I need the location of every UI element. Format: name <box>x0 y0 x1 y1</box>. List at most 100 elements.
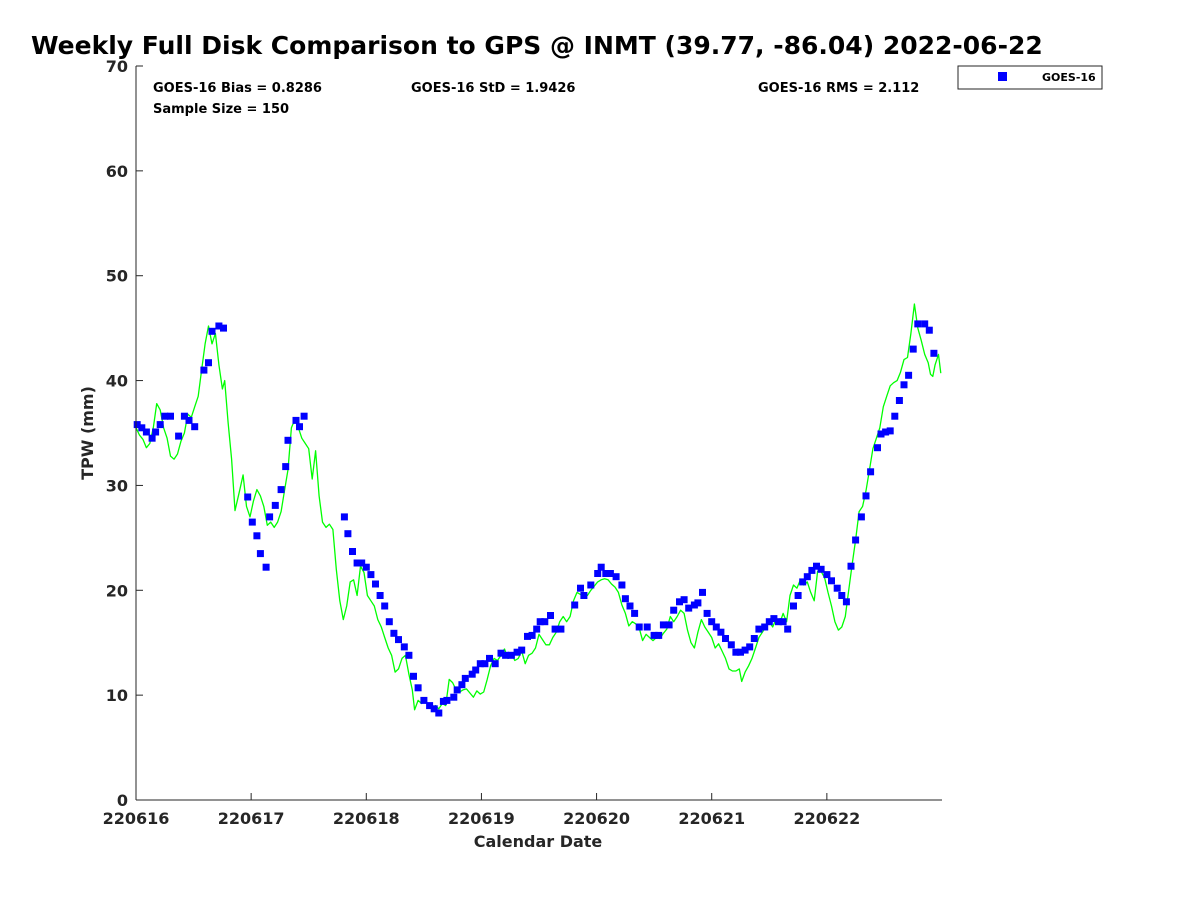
goes16-point <box>390 629 398 637</box>
goes16-point <box>732 648 740 656</box>
goes16-point <box>612 573 620 581</box>
goes16-point <box>784 625 792 633</box>
goes16-point <box>518 646 526 654</box>
goes16-point <box>626 602 634 610</box>
goes16-point <box>458 681 466 689</box>
goes16-point <box>886 427 894 435</box>
y-axis-label: TPW (mm) <box>78 386 97 480</box>
goes16-point <box>833 584 841 592</box>
y-tick-label: 20 <box>106 581 128 600</box>
goes16-point <box>349 548 356 555</box>
goes16-point <box>220 324 227 332</box>
gps-series-layer <box>135 303 942 711</box>
goes16-point <box>443 696 451 704</box>
goes16-point <box>426 702 434 710</box>
goes16-point <box>799 578 807 586</box>
goes16-point <box>367 571 375 579</box>
goes16-point <box>882 428 890 436</box>
goes16-point <box>362 563 370 571</box>
goes16-point <box>852 536 860 544</box>
goes16-point <box>909 345 917 353</box>
goes16-point <box>727 641 735 649</box>
goes16-point <box>215 322 223 330</box>
goes16-point <box>205 359 212 367</box>
goes16-point <box>606 570 614 577</box>
y-tick-label: 30 <box>106 476 128 495</box>
goes16-point <box>722 635 729 642</box>
goes16-point <box>676 598 683 606</box>
goes16-point <box>340 513 348 521</box>
goes16-point <box>895 397 903 404</box>
goes16-point <box>253 532 261 540</box>
goes16-point <box>594 570 602 577</box>
goes16-point <box>191 423 199 431</box>
stat-bias: GOES-16 Bias = 0.8286 <box>153 81 322 96</box>
goes16-point <box>266 513 274 521</box>
goes16-point <box>779 618 787 626</box>
goes16-point <box>277 486 285 494</box>
goes16-point <box>717 628 725 636</box>
goes16-point <box>659 621 667 629</box>
goes16-point <box>161 412 169 420</box>
goes16-series-layer <box>133 320 938 717</box>
goes16-point <box>152 428 160 436</box>
legend-marker <box>998 72 1007 81</box>
goes16-point <box>430 705 438 713</box>
goes16-point <box>502 651 510 659</box>
x-tick-label: 220619 <box>448 809 515 828</box>
goes16-point <box>167 412 174 420</box>
goes16-point <box>685 604 693 612</box>
goes16-point <box>862 492 870 500</box>
goes16-point <box>670 606 678 614</box>
goes16-point <box>635 623 643 631</box>
goes16-point <box>385 618 393 626</box>
goes16-point <box>400 643 408 651</box>
goes16-point <box>450 693 458 701</box>
goes16-point <box>148 434 156 442</box>
goes16-point <box>533 625 541 633</box>
goes16-point <box>650 631 658 639</box>
goes16-point <box>703 609 711 617</box>
goes16-point <box>900 381 908 389</box>
goes16-point <box>577 584 584 592</box>
goes16-point <box>761 623 769 631</box>
goes16-point <box>694 599 702 607</box>
goes16-point <box>877 430 885 438</box>
goes16-point <box>597 563 605 571</box>
goes16-point <box>905 371 913 379</box>
goes16-point <box>410 672 417 680</box>
goes16-point <box>790 602 797 610</box>
goes16-point <box>395 636 402 644</box>
goes16-point <box>248 518 256 526</box>
goes16-point <box>891 412 899 420</box>
goes16-point <box>271 501 279 509</box>
goes16-point <box>461 674 469 682</box>
x-tick-label: 220617 <box>218 809 285 828</box>
goes16-point <box>472 666 480 674</box>
goes16-point <box>867 468 875 476</box>
y-axis-ticks: 0 10 20 30 40 50 60 70 <box>106 57 143 810</box>
goes16-point <box>551 625 559 633</box>
goes16-point <box>208 327 216 335</box>
goes16-point <box>133 421 141 429</box>
goes16-point <box>256 550 264 558</box>
goes16-point <box>665 621 673 629</box>
goes16-point <box>142 428 150 436</box>
goes16-point <box>292 416 300 424</box>
goes16-point <box>300 412 308 420</box>
goes16-point <box>823 571 831 579</box>
goes16-point <box>507 651 515 659</box>
goes16-point <box>750 635 758 642</box>
goes16-point <box>468 670 476 678</box>
goes16-point <box>655 631 663 639</box>
legend-label: GOES-16 <box>1042 71 1096 84</box>
goes16-point <box>528 631 536 639</box>
goes16-point <box>481 660 489 668</box>
y-tick-label: 50 <box>106 267 128 286</box>
goes16-point <box>741 646 749 654</box>
goes16-point <box>803 573 811 581</box>
goes16-point <box>874 444 881 452</box>
y-tick-label: 60 <box>106 162 128 181</box>
legend-box <box>957 65 1103 90</box>
